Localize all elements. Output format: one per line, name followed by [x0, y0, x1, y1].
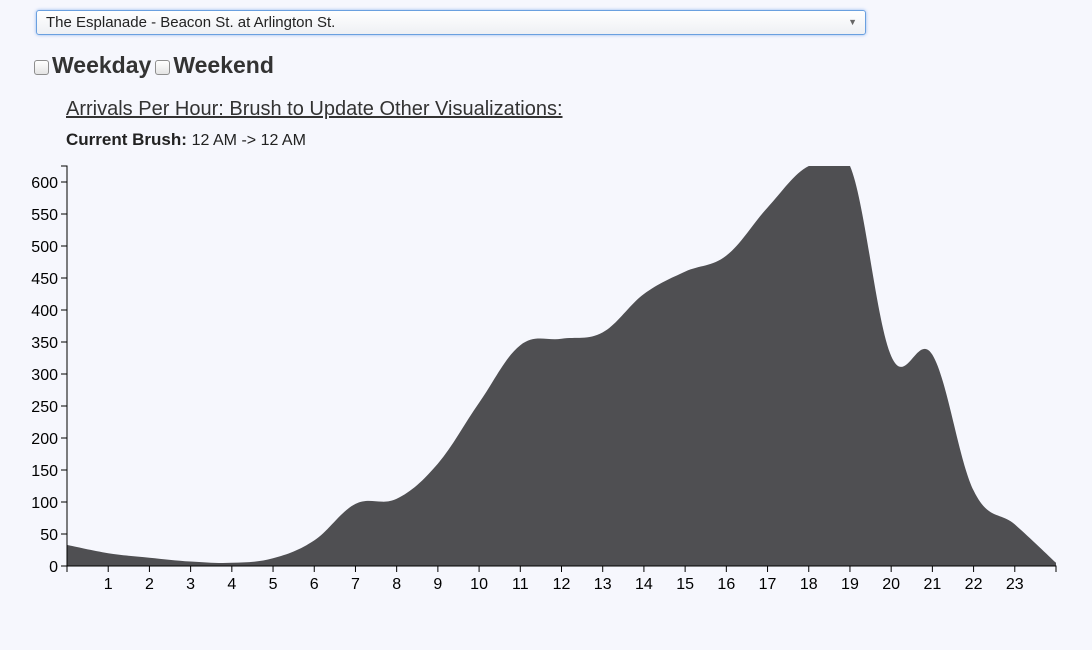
y-tick: 300	[31, 367, 67, 384]
x-tick: 2	[145, 566, 154, 593]
x-tick: 7	[351, 566, 360, 593]
y-axis: 0 50 100 150 200 250 300 350 400 450 500 550 600	[31, 165, 68, 576]
x-tick: 19	[841, 566, 859, 593]
y-tick: 550	[31, 207, 67, 224]
station-select-value: The Esplanade - Beacon St. at Arlington …	[46, 14, 336, 31]
x-tick-label: 16	[717, 576, 735, 593]
weekend-filter[interactable]: Weekend	[153, 52, 276, 79]
x-tick: 18	[800, 566, 818, 593]
y-tick-label: 350	[31, 335, 58, 352]
y-tick: 250	[31, 399, 67, 416]
x-tick-label: 8	[392, 576, 401, 593]
y-tick: 400	[31, 303, 67, 320]
plot-area[interactable]	[67, 166, 1056, 566]
y-axis-line	[61, 165, 68, 567]
x-tick: 21	[923, 566, 941, 593]
x-tick-label: 18	[800, 576, 818, 593]
x-tick-label: 6	[310, 576, 319, 593]
weekday-label: Weekday	[52, 51, 152, 78]
x-tick-label: 12	[553, 576, 571, 593]
x-tick: 17	[759, 566, 777, 593]
x-tick-label: 11	[512, 576, 529, 593]
x-tick: 13	[594, 566, 612, 593]
x-tick: 12	[553, 566, 571, 593]
y-tick: 450	[31, 271, 67, 288]
x-tick-label: 9	[433, 576, 442, 593]
y-tick-label: 50	[40, 527, 58, 544]
x-tick-label: 19	[841, 576, 859, 593]
x-tick-label: 3	[186, 576, 195, 593]
x-tick-label: 13	[594, 576, 612, 593]
chart-title: Arrivals Per Hour: Brush to Update Other…	[66, 98, 563, 120]
day-type-filters: Weekday Weekend	[32, 50, 276, 80]
x-tick: 20	[882, 566, 900, 593]
x-tick: 22	[965, 566, 983, 593]
x-tick-label: 21	[923, 576, 941, 593]
weekday-filter[interactable]: Weekday	[32, 52, 153, 79]
y-tick: 150	[31, 463, 67, 480]
x-tick: 10	[470, 566, 488, 593]
y-tick: 600	[31, 175, 67, 192]
station-select[interactable]: The Esplanade - Beacon St. at Arlington …	[36, 10, 866, 35]
x-tick-label: 15	[676, 576, 694, 593]
x-axis: 1 2 3 4 5 6 7 8 9 10 11 12 13 14 15 16 17 18 19 20 21 22 23	[66, 565, 1057, 593]
x-tick-label: 10	[470, 576, 488, 593]
x-tick: 1	[104, 566, 113, 593]
x-tick: 9	[433, 566, 442, 593]
x-tick: 23	[1006, 566, 1024, 593]
current-brush-label: Current Brush:	[66, 130, 187, 149]
y-tick-label: 150	[31, 463, 58, 480]
y-tick-label: 450	[31, 271, 58, 288]
y-tick-label: 0	[49, 559, 58, 576]
current-brush-value: 12 AM -> 12 AM	[191, 132, 306, 149]
x-tick-label: 7	[351, 576, 360, 593]
x-tick-label: 5	[269, 576, 278, 593]
current-brush: Current Brush: 12 AM -> 12 AM	[66, 130, 306, 150]
y-tick-label: 200	[31, 431, 58, 448]
y-tick: 200	[31, 431, 67, 448]
x-tick-label: 2	[145, 576, 154, 593]
x-tick-label: 17	[759, 576, 777, 593]
weekend-checkbox[interactable]	[155, 59, 171, 75]
arrivals-area[interactable]	[67, 166, 1056, 566]
y-tick: 50	[40, 527, 67, 544]
x-tick-label: 22	[965, 576, 983, 593]
y-tick: 350	[31, 335, 67, 352]
y-tick-label: 250	[31, 399, 58, 416]
x-tick-label: 23	[1006, 576, 1024, 593]
x-tick: 14	[635, 566, 653, 593]
y-tick-label: 300	[31, 367, 58, 384]
x-tick: 16	[717, 566, 735, 593]
x-tick-label: 20	[882, 576, 900, 593]
x-tick-label: 1	[104, 576, 113, 593]
x-tick: 8	[392, 566, 401, 593]
x-tick: 15	[676, 566, 694, 593]
x-tick: 6	[310, 566, 319, 593]
y-tick-label: 400	[31, 303, 58, 320]
x-tick-label: 14	[635, 576, 653, 593]
y-tick: 100	[31, 495, 67, 512]
x-tick: 3	[186, 566, 195, 593]
weekend-label: Weekend	[173, 51, 274, 78]
y-tick-label: 550	[31, 207, 58, 224]
y-tick-label: 600	[31, 175, 58, 192]
x-tick: 5	[269, 566, 278, 593]
x-tick: 4	[227, 566, 236, 593]
y-tick: 0	[49, 559, 67, 576]
y-tick: 500	[31, 239, 67, 256]
x-tick-label: 4	[227, 576, 236, 593]
weekday-checkbox[interactable]	[34, 59, 49, 75]
y-tick-label: 500	[31, 239, 58, 256]
y-tick-label: 100	[31, 495, 58, 512]
x-tick: 11	[512, 566, 529, 593]
chevron-down-icon: ▼	[848, 17, 857, 27]
